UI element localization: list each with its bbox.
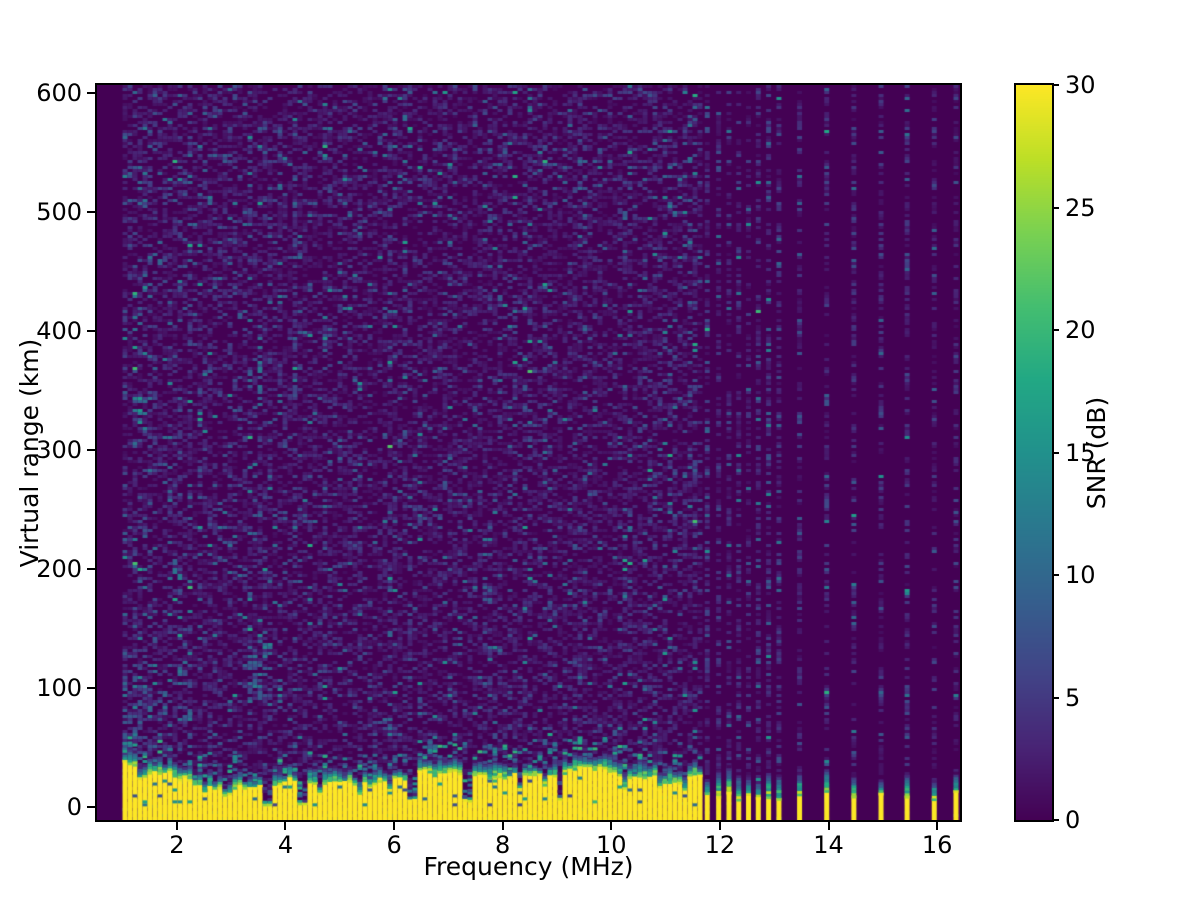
ionogram-heatmap: [97, 85, 960, 820]
y-tick-label: 500: [36, 198, 82, 227]
y-tick-label: 400: [36, 317, 82, 346]
x-axis-label: Frequency (MHz): [423, 852, 634, 881]
colorbar-tick-mark: [1052, 819, 1059, 821]
colorbar-tick-mark: [1052, 696, 1059, 699]
y-tick-label: 100: [36, 673, 82, 702]
x-tick-label: 8: [495, 831, 511, 859]
colorbar-tick-label: 20: [1065, 316, 1096, 344]
colorbar-gradient: [1016, 85, 1052, 820]
y-tick-mark: [87, 211, 95, 214]
colorbar-tick-label: 0: [1065, 806, 1081, 834]
plot-frame: [95, 83, 962, 822]
y-tick-mark: [87, 805, 95, 808]
colorbar-tick-mark: [1052, 329, 1059, 331]
x-tick-label: 10: [596, 831, 627, 859]
y-tick-mark: [87, 686, 95, 689]
x-tick-mark: [175, 822, 178, 830]
colorbar-tick-mark: [1052, 84, 1059, 86]
colorbar-tick-label: 25: [1065, 193, 1096, 222]
y-tick-mark: [87, 92, 95, 95]
y-tick-label: 600: [36, 79, 82, 108]
x-tick-label: 12: [704, 831, 736, 859]
colorbar-tick-mark: [1052, 206, 1059, 209]
x-tick-label: 14: [813, 831, 844, 859]
colorbar-tick-label: 5: [1065, 683, 1081, 712]
x-tick-mark: [936, 822, 939, 830]
colorbar-tick-mark: [1052, 574, 1059, 576]
y-tick-label: 200: [36, 555, 82, 584]
y-tick-mark: [87, 449, 95, 452]
x-tick-mark: [393, 822, 396, 830]
y-axis-label: Virtual range (km): [15, 338, 44, 568]
x-tick-mark: [827, 822, 830, 830]
colorbar-tick-mark: [1052, 451, 1059, 454]
y-tick-mark: [87, 568, 95, 571]
colorbar-label: SNR (dB): [1082, 396, 1111, 510]
x-tick-mark: [284, 822, 287, 830]
colorbar-tick-label: 15: [1065, 438, 1096, 467]
x-tick-label: 4: [277, 831, 294, 859]
x-tick-mark: [610, 822, 613, 830]
y-tick-label: 0: [66, 792, 82, 821]
x-tick-mark: [718, 822, 721, 830]
x-tick-label: 2: [169, 831, 185, 859]
y-tick-mark: [87, 330, 95, 333]
colorbar-tick-label: 10: [1065, 561, 1096, 589]
colorbar-tick-label: 30: [1065, 71, 1096, 99]
x-tick-label: 16: [921, 831, 953, 859]
y-tick-label: 300: [36, 436, 82, 465]
x-tick-mark: [501, 822, 504, 830]
x-tick-label: 6: [386, 831, 402, 859]
